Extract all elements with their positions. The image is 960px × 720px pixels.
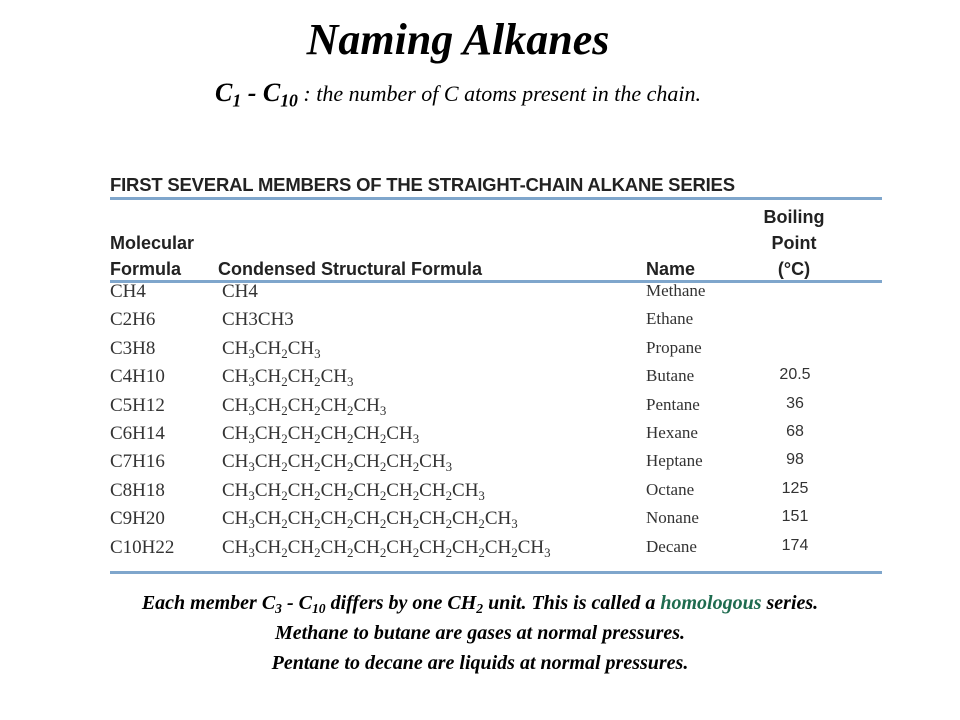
slide-title: Naming Alkanes: [306, 15, 610, 64]
alkane-name: Methane: [646, 281, 706, 300]
table-row: C3H8 CH3CH2CH3 Propane: [0, 338, 960, 366]
boiling-point: 36: [786, 394, 804, 412]
molecular-formula: C7H16: [110, 451, 165, 473]
table-row: C5H12 CH3CH2CH2CH2CH3 Pentane 36: [0, 395, 960, 423]
homologous-highlight: homologous: [660, 592, 762, 614]
alkane-name: Heptane: [646, 451, 703, 471]
header-text: Boiling: [763, 207, 825, 227]
boiling-point: 20.5: [779, 366, 811, 384]
header-text: Formula: [110, 259, 182, 279]
header-text: Molecular: [110, 233, 195, 253]
table-row: C7H16 CH3CH2CH2CH2CH2CH2CH3 Heptane 98: [0, 451, 960, 479]
boiling-point: 68: [786, 423, 804, 440]
table-row: CH4 CH4 Methane: [0, 281, 960, 309]
alkane-name: Decane: [646, 536, 697, 556]
slide-subtitle: C1 - C10 : the number of C atoms present…: [0, 78, 916, 111]
alkane-name: Butane: [646, 366, 695, 386]
table-row: C2H6 CH3CH3 Ethane: [0, 309, 960, 337]
table-row: C10H22 CH3CH2CH2CH2CH2CH2CH2CH2CH2CH3 Deca…: [0, 537, 960, 565]
molecular-formula: C10H22: [110, 536, 175, 558]
footer-text: series.: [761, 592, 819, 614]
alkane-name: Octane: [646, 479, 695, 499]
boiling-point: 125: [781, 479, 809, 497]
molecular-formula: CH4: [110, 281, 146, 302]
condensed-formula: CH4: [222, 281, 258, 302]
subtitle-text: : the number of C atoms present in the c…: [297, 81, 701, 106]
condensed-formula: CH3CH2CH2CH2CH2CH2CH3: [222, 451, 453, 475]
alkane-name: Hexane: [646, 423, 698, 442]
boiling-point: 98: [786, 451, 804, 469]
molecular-formula: C6H14: [110, 423, 165, 444]
condensed-formula: CH3CH2CH2CH2CH2CH2CH2CH2CH3: [222, 508, 518, 532]
molecular-formula: C2H6: [110, 309, 156, 331]
condensed-formula: CH3CH2CH3: [222, 337, 321, 361]
footer-line-3: Pentane to decane are liquids at normal …: [271, 652, 689, 674]
table-row: C4H10 CH3CH2CH2CH3 Butane 20.5: [0, 366, 960, 394]
molecular-formula: C4H10: [110, 366, 165, 388]
condensed-formula: CH3CH2CH2CH2CH2CH2CH2CH2CH2CH3: [222, 536, 551, 560]
alkane-name: Ethane: [646, 309, 694, 329]
table-row: C6H14 CH3CH2CH2CH2CH2CH3 Hexane 68: [0, 423, 960, 451]
table-row: C9H20 CH3CH2CH2CH2CH2CH2CH2CH2CH3 Nonane 15…: [0, 508, 960, 536]
footer-line-2: Methane to butane are gases at normal pr…: [274, 622, 686, 644]
alkane-name: Nonane: [646, 508, 699, 528]
molecular-formula: C3H8: [110, 337, 156, 359]
molecular-formula: C9H20: [110, 508, 165, 530]
condensed-formula: CH3CH2CH2CH2CH2CH3: [222, 423, 420, 446]
header-name: Name: [646, 259, 696, 279]
molecular-formula: C5H12: [110, 394, 165, 416]
header-molecular-formula: Molecular Formula: [110, 230, 194, 282]
condensed-formula: CH3CH3: [222, 309, 294, 331]
header-text: Point: [771, 233, 817, 253]
table-row: C8H18 CH3CH2CH2CH2CH2CH2CH2CH3 Octane 125: [0, 480, 960, 508]
boiling-point: 151: [781, 508, 809, 526]
header-condensed-formula: Condensed Structural Formula: [218, 259, 483, 279]
header-text: (°C): [777, 259, 811, 279]
boiling-point: 174: [781, 536, 809, 554]
footer-line-1: Each member C3 - C10 differs by one CH2 …: [0, 592, 960, 615]
header-boiling-point: Boiling Point (°C): [752, 204, 836, 282]
table-top-rule: [110, 197, 882, 200]
table-bottom-rule: [110, 571, 882, 574]
molecular-formula: C8H18: [110, 479, 165, 501]
alkane-name: Pentane: [646, 394, 700, 414]
table-title: FIRST SEVERAL MEMBERS OF THE STRAIGHT-CH…: [110, 174, 735, 195]
alkane-name: Propane: [646, 337, 702, 357]
condensed-formula: CH3CH2CH2CH2CH2CH2CH2CH3: [222, 479, 485, 503]
condensed-formula: CH3CH2CH2CH2CH3: [222, 394, 387, 418]
carbon-range: C1 - C10: [215, 78, 298, 111]
condensed-formula: CH3CH2CH2CH3: [222, 366, 354, 390]
header-bottom-rule: [110, 280, 882, 283]
footer-text: Each member C3 - C10 differs by one CH2 …: [141, 592, 661, 617]
